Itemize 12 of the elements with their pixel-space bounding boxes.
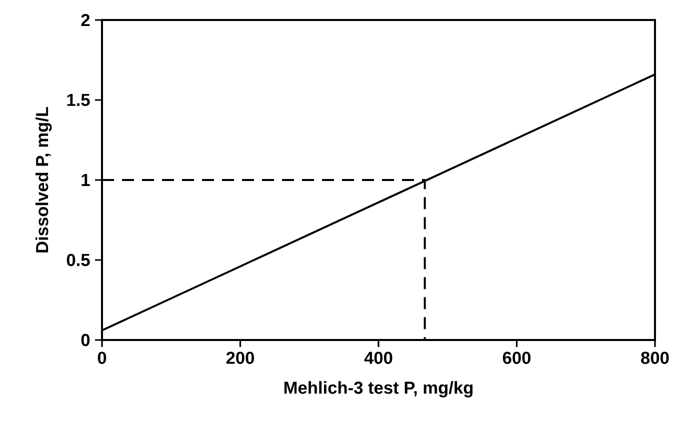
y-axis-title: Dissolved P, mg/L	[35, 107, 52, 252]
x-tick-label: 600	[502, 352, 530, 364]
x-tick-label: 400	[364, 352, 392, 364]
y-tick-label: 2	[81, 14, 90, 26]
y-tick-label: 0	[81, 334, 90, 346]
x-tick-label: 200	[226, 352, 254, 364]
x-tick-label: 0	[98, 352, 106, 364]
y-tick-label: 1.5	[67, 94, 90, 106]
x-axis-title: Mehlich-3 test P, mg/kg	[284, 381, 473, 398]
y-tick-label: 1	[82, 174, 90, 186]
y-tick-label: 0.5	[66, 254, 90, 266]
x-tick-label: 800	[641, 352, 669, 364]
